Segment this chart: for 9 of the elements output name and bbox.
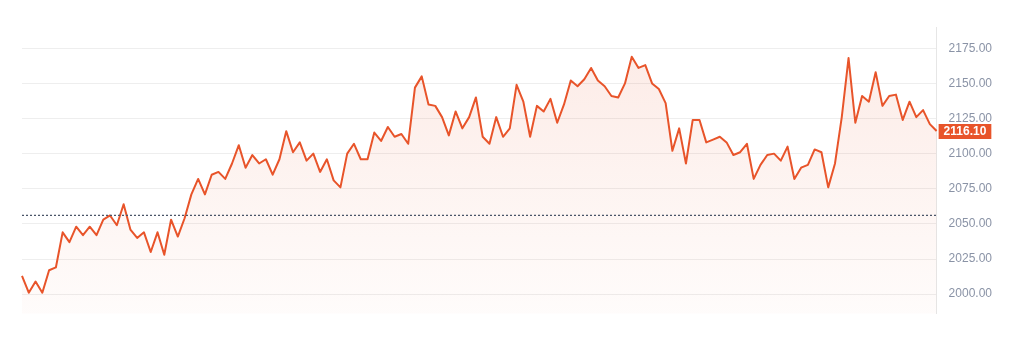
y-tick-label: 2175.00 [948,40,993,55]
y-tick-label: 2050.00 [948,216,993,231]
y-tick-label: 2075.00 [948,181,993,196]
y-tick-label: 2025.00 [948,251,993,266]
text: 2116.10 [943,124,987,139]
y-tick-label: 2100.00 [948,145,993,160]
y-tick-label: 2125.00 [948,110,993,125]
y-tick-label: 2150.00 [948,75,993,90]
y-tick-label: 2000.00 [948,286,993,301]
